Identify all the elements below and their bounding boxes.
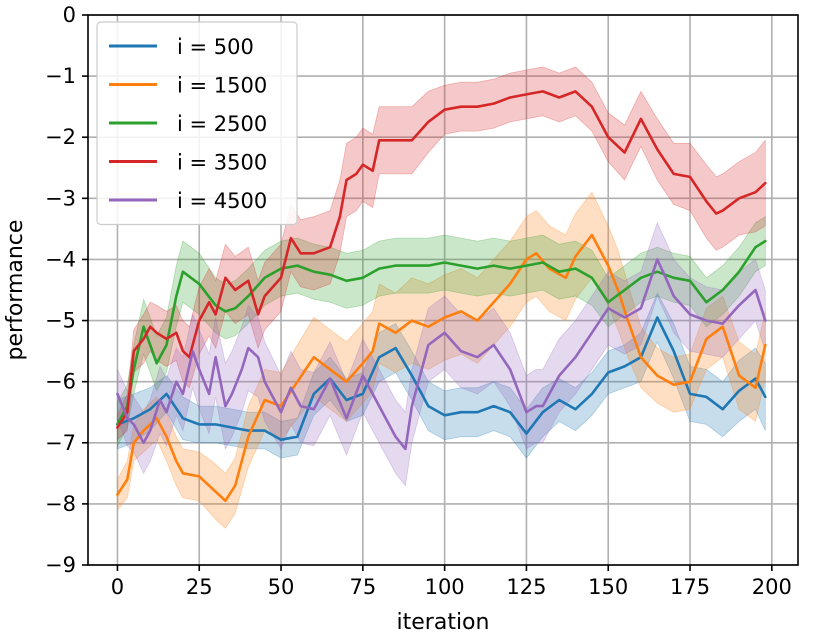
line-series-3 bbox=[116, 90, 767, 429]
legend-label: i = 3500 bbox=[177, 151, 267, 175]
y-tick-label: −9 bbox=[45, 553, 76, 577]
legend: i = 500 i = 1500 i = 2500 i = 3500 i = 4500 bbox=[96, 21, 298, 226]
y-tick-label: −2 bbox=[45, 125, 76, 149]
band-series-4 bbox=[117, 221, 766, 487]
band-series-1 bbox=[117, 191, 766, 529]
legend-box bbox=[96, 21, 298, 226]
x-tick-label: 50 bbox=[268, 575, 295, 599]
x-tick-label: 125 bbox=[506, 575, 546, 599]
y-tick-label: −3 bbox=[45, 186, 76, 210]
x-axis-label: iteration bbox=[397, 610, 490, 635]
plot-frame bbox=[87, 14, 799, 566]
y-tick-label: −4 bbox=[45, 247, 76, 271]
legend-label: i = 2500 bbox=[177, 112, 267, 136]
band-series-3 bbox=[117, 66, 766, 441]
x-tick-label: 175 bbox=[670, 575, 710, 599]
x-axis-ticks: 0 25 50 75 100 125 150 175 200 bbox=[111, 565, 792, 599]
y-axis-label: performance bbox=[3, 220, 28, 361]
x-tick-label: 100 bbox=[425, 575, 465, 599]
y-tick-label: −8 bbox=[45, 492, 76, 516]
y-tick-label: 0 bbox=[63, 3, 76, 27]
x-tick-label: 0 bbox=[111, 575, 124, 599]
legend-label: i = 1500 bbox=[177, 74, 267, 98]
y-tick-label: −7 bbox=[45, 431, 76, 455]
x-tick-label: 150 bbox=[588, 575, 628, 599]
confidence-bands bbox=[117, 66, 766, 529]
x-tick-label: 75 bbox=[349, 575, 376, 599]
line-series-2 bbox=[116, 239, 767, 426]
band-series-0 bbox=[117, 292, 766, 459]
band-series-2 bbox=[117, 215, 766, 446]
line-series-1 bbox=[116, 233, 767, 503]
line-series-0 bbox=[116, 316, 767, 442]
legend-label: i = 500 bbox=[177, 35, 254, 59]
y-tick-label: −6 bbox=[45, 370, 76, 394]
line-series-4 bbox=[116, 258, 767, 451]
y-tick-label: −5 bbox=[45, 309, 76, 333]
y-tick-label: −1 bbox=[45, 64, 76, 88]
y-axis-ticks: 0 −1 −2 −3 −4 −5 −6 −7 −8 −9 bbox=[45, 3, 88, 577]
x-tick-label: 200 bbox=[752, 575, 792, 599]
series-lines bbox=[116, 90, 767, 503]
x-tick-label: 25 bbox=[186, 575, 213, 599]
legend-label: i = 4500 bbox=[177, 189, 267, 213]
